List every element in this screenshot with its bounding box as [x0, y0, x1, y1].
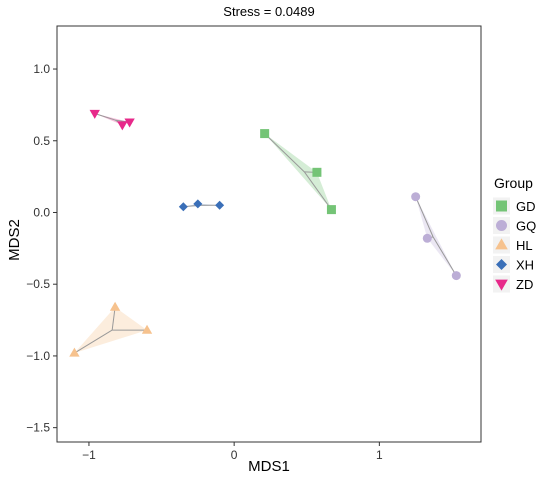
gq-point [451, 271, 461, 281]
xh-point [215, 200, 225, 210]
zd-point [117, 121, 128, 131]
gq-hull [415, 196, 457, 276]
xh-point [178, 202, 188, 212]
gd-point [326, 205, 336, 215]
zd-point [124, 118, 135, 128]
x-tick-label: 0 [231, 448, 238, 462]
legend-label-gd: GD [516, 199, 536, 214]
gd-spoke [303, 171, 332, 210]
legend-key-gd [496, 200, 507, 212]
legend-title: Group [494, 175, 533, 191]
gq-point [422, 233, 432, 243]
series-hl [69, 301, 153, 357]
chart-title: Stress = 0.0489 [223, 4, 314, 19]
hl-point [109, 301, 121, 311]
x-tick-label: 1 [376, 448, 383, 462]
legend-key-zd [495, 279, 508, 291]
xh-point [193, 199, 203, 209]
plot-area [56, 25, 482, 443]
gd-spoke [264, 133, 305, 173]
x-tick-label: −1 [82, 448, 96, 462]
hl-point [141, 324, 153, 334]
x-axis-title: MDS1 [248, 458, 290, 475]
gd-hull [264, 133, 332, 210]
y-tick-label: −0.5 [26, 277, 50, 291]
y-tick-label: 1.0 [33, 62, 50, 76]
series-xh [178, 199, 225, 212]
y-tick-label: 0.5 [33, 134, 50, 148]
hl-point [69, 347, 80, 357]
series-gq [411, 192, 461, 281]
legend: GD GQ HL XH ZD [493, 197, 536, 293]
zd-point [89, 109, 100, 119]
gd-point [312, 167, 322, 177]
gq-point [411, 192, 421, 202]
hl-spoke [111, 307, 116, 331]
legend-key-xh [496, 259, 507, 270]
legend-key-gq [496, 220, 507, 231]
gd-point [260, 129, 270, 139]
legend-label-zd: ZD [516, 277, 533, 292]
series-gd [260, 129, 336, 215]
y-tick-label: −1.5 [26, 421, 50, 435]
legend-key-hl [495, 238, 508, 250]
legend-label-xh: XH [516, 258, 534, 273]
series-zd [89, 109, 135, 131]
y-tick-label: 0.0 [33, 205, 50, 219]
y-tick-label: −1.0 [26, 349, 50, 363]
hl-spoke [74, 329, 113, 354]
plot-panel-border [56, 25, 482, 443]
gq-spoke [432, 236, 457, 276]
y-axis-title: MDS2 [6, 219, 23, 261]
zd-spoke [94, 113, 116, 121]
legend-label-gq: GQ [516, 219, 536, 234]
legend-label-hl: HL [516, 238, 533, 253]
gq-spoke [415, 196, 434, 238]
